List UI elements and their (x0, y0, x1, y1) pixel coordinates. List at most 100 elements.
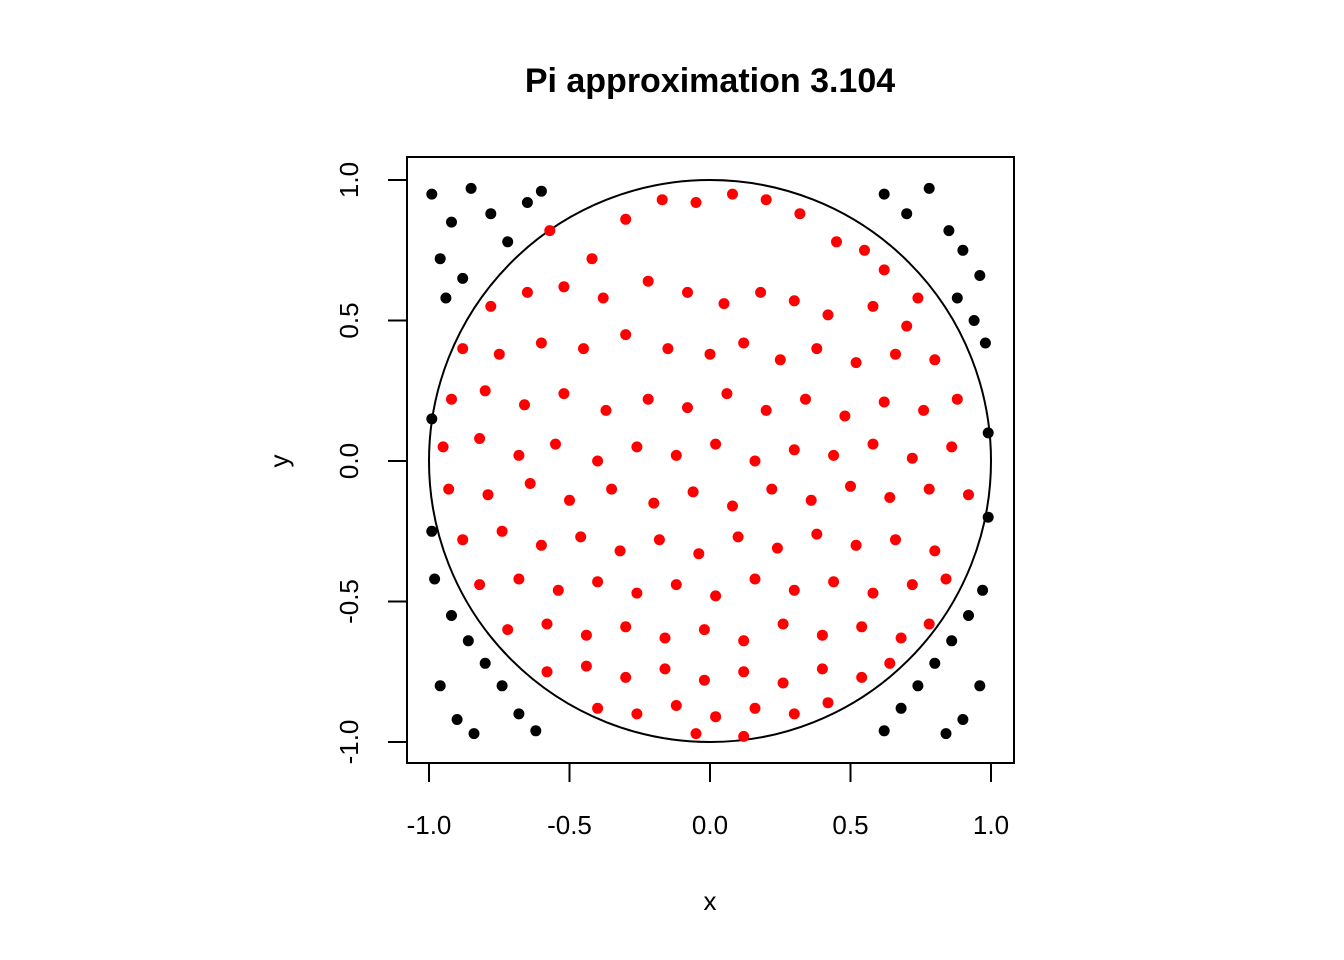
inside-point (600, 404, 612, 416)
inside-point (890, 534, 901, 546)
inside-point (727, 188, 738, 200)
inside-point (541, 618, 553, 630)
inside-point (552, 584, 564, 596)
outside-point (901, 208, 913, 220)
inside-point (850, 357, 862, 369)
x-tick-label: -1.0 (407, 810, 452, 840)
inside-point (771, 542, 783, 554)
x-tick-label: -0.5 (547, 810, 592, 840)
inside-point (788, 708, 800, 720)
inside-point (929, 545, 941, 557)
inside-point (856, 671, 868, 683)
inside-point (614, 545, 626, 557)
inside-point (710, 711, 722, 723)
inside-point (620, 621, 632, 633)
outside-point (977, 584, 989, 596)
x-tick-label: 1.0 (973, 810, 1009, 840)
y-axis-label: y (264, 455, 294, 468)
outside-point (982, 511, 994, 523)
inside-point (906, 452, 918, 464)
points-layer (426, 182, 994, 742)
inside-point (575, 531, 587, 543)
outside-point (929, 657, 941, 669)
plot-frame (406, 156, 1015, 764)
inside-point (457, 534, 469, 546)
inside-point (912, 292, 924, 304)
inside-point (642, 275, 654, 287)
inside-point (482, 489, 494, 501)
inside-point (878, 396, 890, 408)
outside-point (979, 337, 991, 349)
inside-point (946, 441, 958, 453)
x-axis: -1.0 -0.5 0.0 0.5 1.0 (407, 762, 1009, 840)
inside-point (738, 666, 750, 678)
inside-point (479, 385, 491, 397)
inside-point (816, 663, 828, 675)
inside-point (867, 300, 879, 312)
outside-point (429, 573, 441, 585)
outside-point (940, 728, 952, 740)
inside-point (822, 309, 834, 321)
inside-point (749, 573, 761, 585)
inside-point (788, 295, 800, 307)
inside-point (496, 525, 508, 537)
y-tick-label: 0.5 (334, 302, 364, 338)
inside-point (918, 404, 930, 416)
inside-point (620, 213, 632, 225)
outside-point (426, 413, 438, 425)
inside-point (760, 194, 772, 206)
inside-point (513, 449, 525, 461)
outside-point (946, 635, 958, 647)
inside-point (541, 666, 553, 678)
outside-point (957, 714, 969, 725)
inside-point (586, 253, 598, 265)
outside-point (426, 188, 438, 200)
inside-point (777, 677, 789, 689)
inside-point (698, 624, 710, 636)
outside-point (485, 208, 497, 220)
outside-point (923, 182, 935, 194)
inside-point (718, 298, 730, 310)
outside-point (951, 292, 963, 304)
outside-point (479, 657, 491, 669)
inside-point (732, 531, 744, 543)
inside-point (513, 573, 525, 585)
inside-point (474, 433, 486, 444)
inside-point (659, 663, 671, 675)
outside-point (974, 680, 986, 692)
x-axis-label: x (704, 886, 717, 916)
chart-title: Pi approximation 3.104 (525, 62, 895, 100)
y-tick-label: 1.0 (334, 162, 364, 198)
inside-point (777, 618, 789, 630)
x-tick-label: 0.0 (692, 810, 728, 840)
outside-point (465, 182, 477, 194)
inside-point (727, 500, 738, 512)
inside-point (535, 337, 547, 349)
inside-point (693, 548, 705, 560)
inside-point (446, 393, 457, 405)
outside-point (895, 702, 907, 714)
inside-point (878, 264, 890, 276)
inside-point (493, 348, 505, 360)
inside-point (940, 573, 952, 585)
inside-point (721, 388, 733, 400)
inside-point (631, 587, 643, 599)
inside-point (895, 632, 907, 644)
inside-point (800, 393, 811, 405)
inside-point (690, 197, 702, 208)
inside-point (811, 528, 823, 540)
inside-point (544, 225, 556, 237)
inside-point (890, 348, 901, 360)
outside-point (496, 680, 508, 692)
inside-point (485, 300, 497, 312)
inside-point (519, 399, 530, 411)
inside-point (884, 492, 896, 503)
inside-point (502, 624, 514, 636)
inside-point (670, 700, 682, 711)
inside-point (659, 632, 671, 644)
outside-point (502, 236, 514, 248)
outside-point (957, 244, 969, 256)
inside-point (687, 486, 699, 498)
inside-point (710, 438, 722, 450)
inside-point (749, 455, 761, 467)
